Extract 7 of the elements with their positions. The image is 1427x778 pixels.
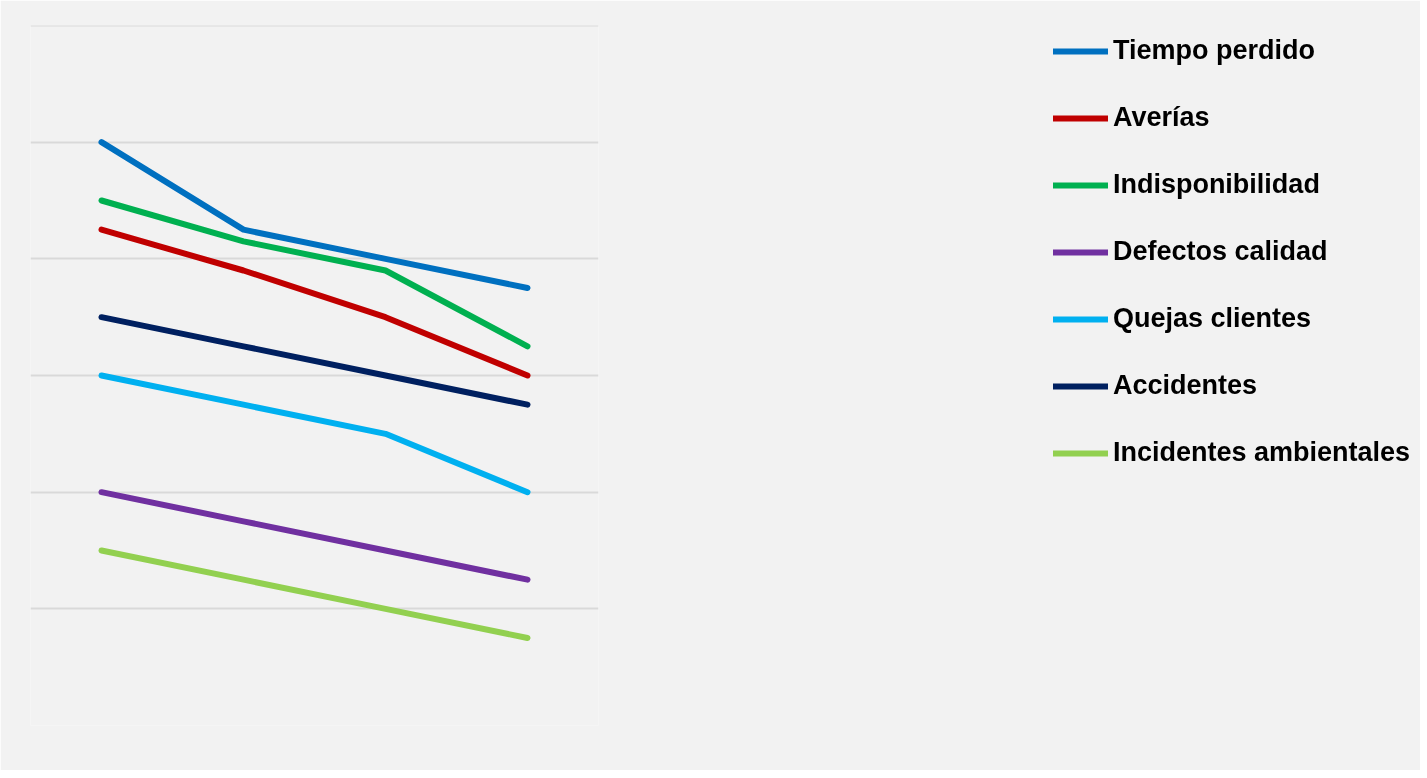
legend-label: Defectos calidad [1112,236,1328,267]
legend-label: Tiempo perdido [1112,35,1315,66]
legend-label: Quejas clientes [1112,303,1311,334]
legend-label: Accidentes [1112,370,1257,401]
legend-label: Averías [1112,102,1210,133]
legend-label: Indisponibilidad [1112,169,1320,200]
legend-label: Incidentes ambientales [1112,437,1410,468]
